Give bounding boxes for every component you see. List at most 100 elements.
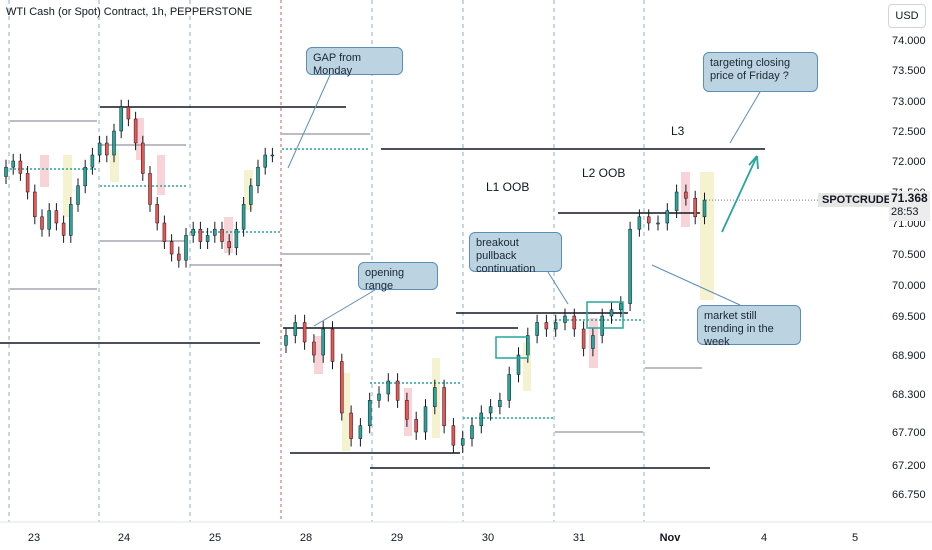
y-tick-label: 69.500 bbox=[892, 311, 926, 323]
x-tick-label: 28 bbox=[300, 532, 312, 544]
callout-opening-range[interactable]: opening range bbox=[358, 262, 438, 292]
chart-title: WTI Cash (or Spot) Contract, 1h, PEPPERS… bbox=[6, 6, 253, 18]
candle-body bbox=[249, 185, 253, 205]
candle-body bbox=[433, 387, 437, 407]
candle-body bbox=[33, 191, 37, 218]
currency-button[interactable]: USD bbox=[888, 4, 926, 28]
label-l3: L3 bbox=[671, 124, 685, 138]
highlight-box bbox=[157, 155, 165, 195]
candle-body bbox=[191, 228, 195, 236]
highlight-box bbox=[523, 343, 531, 391]
y-tick-label: 73.000 bbox=[892, 96, 926, 108]
label-l1: L1 OOB bbox=[486, 180, 530, 194]
y-tick-label: 72.500 bbox=[892, 126, 926, 138]
candle-body bbox=[665, 210, 670, 224]
y-tick-label: 71.000 bbox=[892, 218, 926, 230]
candle-body bbox=[141, 142, 145, 174]
highlight-box bbox=[244, 170, 253, 210]
candle-body bbox=[628, 228, 632, 304]
y-tick-label: 67.700 bbox=[892, 427, 926, 439]
candle-body bbox=[507, 374, 511, 401]
y-tick-label: 74.000 bbox=[892, 35, 926, 47]
callout-breakout[interactable]: breakout pullback continuation bbox=[469, 232, 562, 275]
candle-body bbox=[563, 315, 567, 323]
candle-body bbox=[340, 361, 344, 414]
candle-body bbox=[591, 335, 595, 349]
candle-body bbox=[693, 197, 697, 218]
candle-body bbox=[609, 309, 614, 317]
candle-body bbox=[358, 425, 363, 439]
highlight-box bbox=[110, 150, 119, 182]
candle-body bbox=[544, 322, 549, 330]
candle-body bbox=[535, 322, 539, 336]
y-tick-label: 70.000 bbox=[892, 280, 926, 292]
callout-gap-text: GAP from Monday bbox=[313, 52, 362, 77]
candle-body bbox=[386, 380, 391, 395]
candle-body bbox=[126, 106, 131, 120]
callout-pointer bbox=[729, 91, 761, 144]
candle-body bbox=[656, 222, 660, 225]
candle-body bbox=[349, 412, 353, 439]
last-price-tag: 71.368 28:53 bbox=[889, 191, 930, 221]
y-tick-label: 68.300 bbox=[892, 389, 926, 401]
candle-body bbox=[600, 315, 604, 336]
candle-body bbox=[377, 393, 381, 401]
y-tick-label: 70.500 bbox=[892, 249, 926, 261]
candles bbox=[4, 99, 707, 454]
candle-body bbox=[674, 191, 679, 211]
candle-body bbox=[119, 106, 123, 132]
callout-opening-range-text: opening range bbox=[365, 267, 405, 292]
candle-body bbox=[488, 406, 493, 414]
y-tick-label: 66.750 bbox=[892, 489, 926, 501]
x-tick-label: 24 bbox=[118, 532, 130, 544]
highlight-box bbox=[700, 172, 714, 300]
highlight-box bbox=[342, 373, 350, 451]
x-tick-label: 5 bbox=[852, 532, 858, 544]
candle-body bbox=[241, 204, 246, 230]
candle-body bbox=[133, 118, 138, 144]
pullback-box bbox=[586, 301, 624, 329]
candle-body bbox=[169, 241, 174, 255]
candle-body bbox=[321, 328, 325, 356]
x-tick-label: 23 bbox=[28, 532, 40, 544]
candle-body bbox=[637, 216, 642, 230]
candle-body bbox=[451, 425, 456, 446]
candle-body bbox=[270, 154, 275, 157]
callout-pointer bbox=[313, 289, 376, 327]
breakout-box bbox=[495, 336, 529, 359]
candle-body bbox=[11, 160, 15, 168]
candle-body bbox=[572, 315, 577, 330]
callout-targeting[interactable]: targeting closing price of Friday ? bbox=[703, 52, 818, 92]
highlight-box bbox=[40, 155, 49, 187]
candle-body bbox=[97, 142, 102, 156]
callout-market[interactable]: market still trending in the week bbox=[697, 305, 801, 348]
trend-arrow-head bbox=[748, 155, 759, 170]
candle-body bbox=[40, 216, 44, 230]
last-price: 71.368 bbox=[891, 191, 928, 205]
bar-countdown: 28:53 bbox=[891, 206, 919, 218]
candle-body bbox=[263, 154, 267, 168]
candle-body bbox=[69, 204, 73, 236]
candle-body bbox=[423, 406, 428, 433]
label-l2: L2 OOB bbox=[582, 166, 626, 180]
candle-body bbox=[256, 166, 260, 187]
callout-gap[interactable]: GAP from Monday bbox=[306, 47, 403, 77]
callout-pointer bbox=[547, 271, 569, 305]
candle-body bbox=[4, 166, 8, 177]
candle-body bbox=[684, 191, 688, 199]
candle-body bbox=[395, 380, 400, 401]
y-tick-label: 73.500 bbox=[892, 65, 926, 77]
drawings bbox=[287, 74, 889, 359]
candle-body bbox=[516, 354, 521, 375]
candle-body bbox=[470, 425, 474, 439]
x-tick-label: 31 bbox=[573, 532, 585, 544]
candle-body bbox=[227, 241, 231, 249]
y-tick-label: 72.000 bbox=[892, 156, 926, 168]
trend-arrow bbox=[721, 155, 758, 233]
candle-body bbox=[302, 322, 307, 343]
candle-body bbox=[148, 173, 152, 205]
candle-body bbox=[293, 322, 298, 336]
callout-pointer bbox=[651, 264, 741, 306]
highlight-box bbox=[314, 336, 323, 374]
candle-body bbox=[312, 341, 316, 356]
